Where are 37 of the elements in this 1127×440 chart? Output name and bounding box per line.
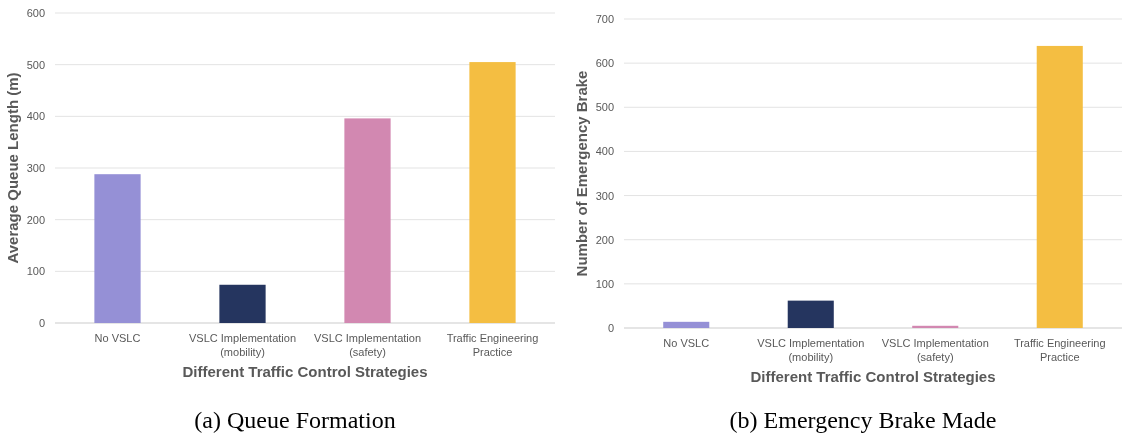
x-tick-label: VSLC Implementation (mobility) (189, 332, 296, 358)
y-tick-label: 200 (26, 213, 45, 226)
bar (469, 62, 516, 323)
x-tick-label: VSLC Implementation (mobility) (757, 337, 865, 363)
text: (a) Queue Formation (194, 407, 396, 433)
bar (787, 300, 834, 328)
x-tick-label: No VSLC (94, 332, 141, 344)
y-tick-label: 300 (26, 162, 45, 175)
text: (b) Emergency Brake Made (729, 407, 997, 433)
y-tick-label: 0 (38, 317, 45, 330)
y-tick-label: 100 (595, 277, 614, 290)
x-axis-title: Different Traffic Control Strategies (182, 363, 428, 380)
x-axis-title: Different Traffic Control Strategies (750, 368, 996, 385)
y-tick-label: 500 (595, 101, 614, 114)
x-tick-label: Traffic Engineering Practice (446, 332, 539, 358)
y-tick-label: 600 (26, 7, 45, 20)
bar (912, 325, 959, 328)
x-tick-label: VSLC Implementation (safety) (881, 337, 989, 363)
bar (1036, 45, 1083, 328)
y-tick-label: 600 (595, 57, 614, 70)
bar (344, 118, 391, 323)
y-axis-title: Number of Emergency Brake (573, 70, 590, 277)
y-tick-label: 400 (26, 110, 45, 123)
y-tick-label: 200 (595, 233, 614, 246)
y-tick-label: 100 (26, 265, 45, 278)
x-tick-label: No VSLC (663, 337, 710, 349)
y-tick-label: 400 (595, 145, 614, 158)
x-tick-label: VSLC Implementation (safety) (314, 332, 421, 358)
y-axis-title: Average Queue Length (m) (4, 72, 21, 264)
y-tick-label: 500 (26, 58, 45, 71)
bar (663, 321, 710, 328)
y-tick-label: 300 (595, 189, 614, 202)
bar (94, 174, 141, 323)
y-tick-label: 0 (607, 322, 614, 335)
bar (219, 284, 266, 323)
x-tick-label: Traffic Engineering Practice (1013, 337, 1106, 363)
y-tick-label: 700 (595, 13, 614, 26)
